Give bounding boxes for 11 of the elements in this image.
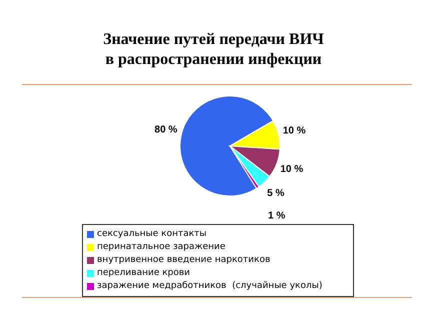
data-label: 1 % bbox=[268, 210, 286, 222]
data-label: 80 % bbox=[154, 124, 178, 136]
legend-label: переливание крови bbox=[97, 267, 190, 280]
data-label: 5 % bbox=[267, 188, 284, 200]
chart-title: Значение путей передачи ВИЧ в распространении инфекции bbox=[102, 30, 325, 70]
legend-label: заражение медработников (случайные уколы) bbox=[97, 280, 322, 293]
data-label: 10 % bbox=[282, 125, 306, 136]
data-label: 10 % bbox=[280, 164, 304, 175]
legend-label: перинатальное заражение bbox=[97, 241, 226, 254]
legend-label: сексуальные контакты bbox=[97, 228, 207, 241]
legend-label: внутривенное введение наркотиков bbox=[97, 254, 270, 267]
